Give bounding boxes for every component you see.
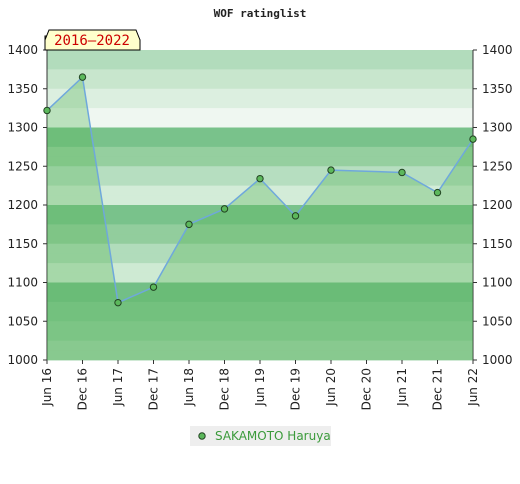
line	[46, 75, 474, 304]
band	[47, 263, 473, 274]
y-tick-label: 1250	[7, 159, 38, 173]
y-tick-label: 1100	[482, 276, 513, 290]
band	[47, 195, 473, 206]
y-tick-label: 1100	[7, 276, 38, 290]
band	[47, 108, 473, 119]
point	[149, 283, 158, 291]
point	[327, 166, 335, 174]
band	[47, 137, 473, 148]
y-tick-label: 1400	[482, 43, 513, 57]
band	[47, 253, 473, 264]
y-tick-label: 1400	[7, 43, 38, 57]
band	[47, 224, 473, 235]
legend-marker	[198, 432, 206, 440]
badge-shape	[44, 29, 141, 51]
x-tick-label: Jun 19	[253, 368, 267, 407]
point	[185, 220, 193, 229]
band	[47, 50, 473, 61]
x-tick-label: Jun 17	[111, 368, 125, 407]
y-tick-label: 1350	[7, 82, 38, 96]
band	[47, 301, 473, 313]
band	[47, 156, 473, 167]
point	[433, 188, 442, 197]
y-tick-label: 1050	[482, 314, 513, 328]
band	[47, 205, 473, 216]
band	[47, 282, 473, 293]
band	[47, 69, 473, 80]
y-tick-label: 1300	[7, 121, 38, 135]
point	[43, 106, 51, 115]
band	[47, 243, 473, 254]
y-tick-label: 1300	[482, 121, 513, 135]
y-tick-label: 1150	[482, 237, 513, 251]
x-tick-label: Jun 18	[182, 368, 196, 407]
band	[47, 234, 473, 245]
x-tick-label: Jun 20	[324, 368, 338, 407]
band	[47, 350, 473, 361]
point	[78, 73, 87, 81]
y-tick-label: 1350	[482, 82, 513, 96]
y-tick-label: 1000	[482, 353, 513, 367]
band	[47, 166, 473, 177]
y-tick-label: 1050	[7, 314, 38, 328]
point	[291, 212, 300, 220]
x-tick-label: Dec 18	[218, 368, 232, 410]
x-tick-label: Jun 16	[40, 368, 54, 407]
x-tick-label: Dec 21	[431, 368, 445, 410]
chart-title: WOF ratinglist	[214, 7, 307, 20]
band	[47, 311, 473, 322]
x-tick-label: Dec 16	[76, 368, 90, 410]
x-tick-label: Dec 17	[147, 368, 161, 410]
band	[47, 146, 473, 158]
x-tick-label: Dec 20	[360, 368, 374, 410]
band	[47, 88, 473, 99]
badge-label: 2016–2022	[54, 33, 130, 49]
band	[47, 127, 473, 138]
band	[47, 98, 473, 109]
band	[47, 330, 473, 342]
x-tick-label: Jun 22	[466, 368, 480, 407]
band	[47, 292, 473, 303]
plot-area: 1000 1050 1100 1150 1200 1250 1300 1350 1400 1000…	[7, 43, 512, 410]
y-tick-label: 1200	[482, 198, 513, 212]
band	[47, 79, 473, 90]
legend-label: SAKAMOTO Haruya	[215, 429, 331, 443]
band	[47, 59, 473, 70]
band	[47, 272, 473, 283]
band	[47, 117, 473, 128]
band	[47, 321, 473, 332]
point	[220, 205, 229, 213]
band	[47, 340, 473, 351]
point	[398, 168, 406, 177]
point	[114, 298, 122, 307]
legend-box	[190, 426, 331, 446]
x-tick-label: Jun 21	[395, 368, 409, 407]
y-tick-label: 1200	[7, 198, 38, 212]
band	[47, 185, 473, 196]
band	[47, 214, 473, 225]
point	[256, 174, 264, 183]
y-tick-label: 1250	[482, 159, 513, 173]
x-tick-label: Dec 19	[289, 368, 303, 410]
y-tick-label: 1000	[7, 353, 38, 367]
y-tick-label: 1150	[7, 237, 38, 251]
point	[469, 135, 477, 143]
